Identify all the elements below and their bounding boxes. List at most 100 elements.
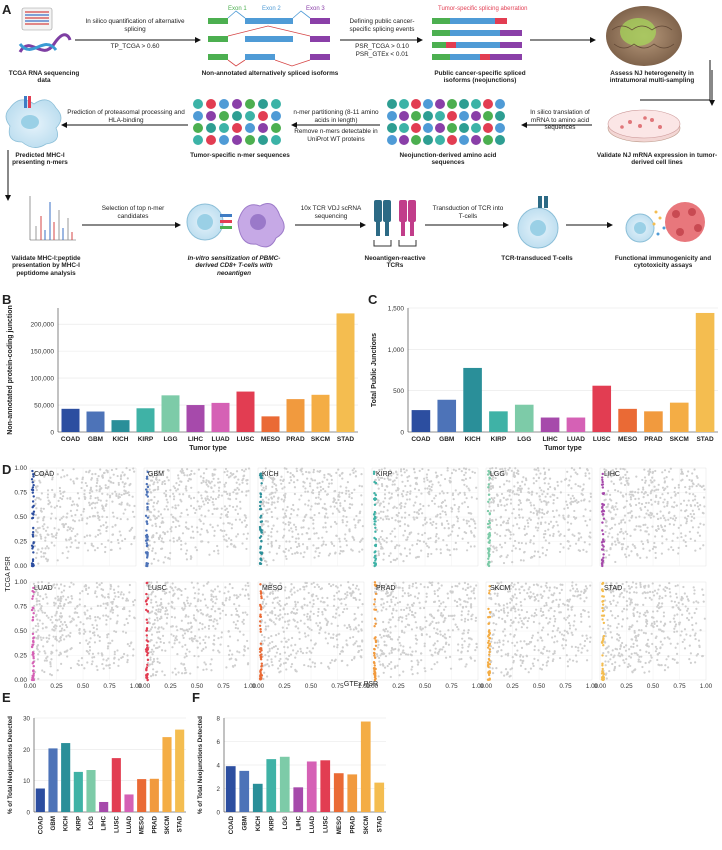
- point-grey: [621, 543, 625, 546]
- point-grey: [128, 644, 131, 648]
- point-grey: [492, 633, 495, 636]
- point-grey: [394, 584, 398, 587]
- point-grey: [173, 495, 176, 498]
- point-grey: [516, 489, 519, 492]
- point-grey: [411, 582, 415, 585]
- point-grey: [320, 662, 323, 665]
- point-grey: [313, 665, 317, 668]
- point-grey: [323, 476, 326, 479]
- point-grey: [266, 651, 270, 654]
- point-grey: [408, 498, 411, 501]
- point-grey: [212, 638, 216, 642]
- point-grey: [278, 599, 281, 603]
- point-grey: [50, 505, 53, 508]
- point-grey: [60, 627, 64, 630]
- point-grey: [41, 669, 44, 672]
- point-grey: [525, 479, 528, 482]
- point-grey: [454, 541, 457, 544]
- point-grey: [499, 516, 502, 519]
- point-grey: [406, 653, 410, 656]
- point-grey: [54, 627, 57, 630]
- point-grey: [461, 632, 464, 635]
- point-grey: [509, 530, 512, 534]
- point-grey: [292, 509, 295, 512]
- point-grey: [491, 518, 494, 522]
- y-tick-label: 0.75: [14, 604, 27, 611]
- point-grey: [275, 617, 278, 620]
- point-grey: [178, 538, 181, 541]
- point-grey: [400, 505, 403, 508]
- point-grey: [268, 475, 271, 478]
- point-grey: [379, 476, 382, 480]
- point-grey: [517, 472, 520, 476]
- point-grey: [655, 494, 658, 497]
- point-grey: [303, 588, 306, 591]
- point-grey: [35, 597, 38, 600]
- point-grey: [566, 506, 570, 510]
- point-coad: [31, 530, 35, 534]
- point-grey: [447, 527, 450, 530]
- point-grey: [182, 493, 185, 496]
- point-grey: [113, 653, 116, 656]
- point-grey: [679, 524, 682, 527]
- point-grey: [86, 642, 90, 645]
- point-grey: [419, 503, 422, 506]
- point-grey: [398, 657, 401, 661]
- point-grey: [387, 502, 390, 505]
- point-grey: [467, 610, 470, 613]
- point-kirp: [373, 492, 376, 495]
- point-grey: [455, 600, 459, 604]
- point-grey: [101, 492, 104, 495]
- point-grey: [343, 537, 346, 540]
- point-grey: [393, 505, 396, 508]
- point-grey: [673, 486, 677, 489]
- point-grey: [463, 501, 466, 504]
- point-grey: [89, 486, 93, 489]
- bead: [232, 99, 242, 109]
- point-grey: [625, 477, 628, 480]
- point-grey: [528, 491, 531, 494]
- point-grey: [423, 480, 426, 483]
- point-grey: [493, 531, 497, 534]
- point-grey: [521, 480, 524, 483]
- point-grey: [536, 467, 540, 470]
- point-grey: [411, 585, 414, 588]
- point-grey: [565, 500, 568, 503]
- point-grey: [183, 632, 187, 635]
- point-grey: [641, 542, 645, 546]
- point-grey: [644, 530, 647, 533]
- point-grey: [570, 608, 573, 611]
- point-grey: [634, 546, 637, 550]
- point-grey: [416, 597, 419, 600]
- point-grey: [50, 469, 53, 473]
- point-grey: [177, 597, 180, 600]
- bead: [387, 111, 397, 121]
- point-grey: [417, 592, 420, 595]
- point-grey: [62, 604, 66, 607]
- point-grey: [310, 582, 313, 586]
- point-grey: [379, 654, 382, 657]
- point-grey: [358, 512, 361, 515]
- point-grey: [263, 671, 266, 674]
- point-grey: [89, 497, 92, 500]
- point-grey: [434, 535, 438, 538]
- point-grey: [274, 506, 277, 509]
- point-grey: [281, 487, 284, 490]
- point-luad: [32, 637, 35, 640]
- point-grey: [624, 473, 627, 476]
- point-grey: [91, 515, 95, 518]
- point-grey: [307, 504, 310, 507]
- point-grey: [312, 581, 315, 584]
- point-grey: [213, 529, 216, 532]
- point-grey: [173, 486, 177, 490]
- point-grey: [441, 634, 445, 638]
- point-grey: [642, 495, 645, 499]
- point-grey: [290, 527, 293, 530]
- point-grey: [111, 611, 114, 614]
- point-grey: [112, 473, 115, 476]
- point-grey: [176, 652, 179, 656]
- bead: [447, 99, 457, 109]
- point-grey: [241, 481, 244, 484]
- point-grey: [526, 519, 529, 522]
- point-grey: [184, 652, 187, 655]
